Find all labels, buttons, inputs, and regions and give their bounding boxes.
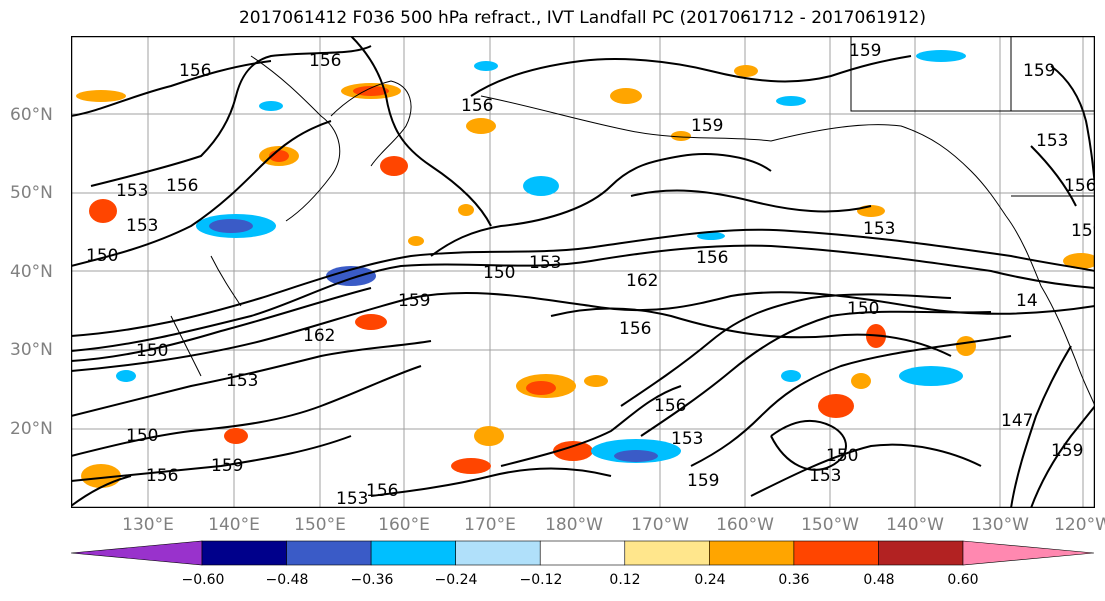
lon-label: 130°W [971,515,1029,535]
contour-label: 14 [1016,291,1038,311]
colorbar-segment [286,540,372,566]
contour-label: 156 [461,96,493,116]
lat-label: 30°N [10,340,53,360]
contours [71,36,1095,508]
colorbar-segment [201,540,287,566]
colorbar-tick: 0.24 [694,572,726,588]
contour-label: 153 [336,489,368,508]
contour-label: 150 [826,446,858,466]
coastlines [170,36,1095,407]
contour-label: 159 [211,456,243,476]
colorbar-segment [70,540,203,566]
contour-label: 153 [863,219,895,239]
colorbar-segment [624,540,710,566]
contour-label: 150 [126,426,158,446]
lon-label: 130°E [122,515,174,535]
contour-label: 159 [691,116,723,136]
colorbar-tick: 0.12 [609,572,641,588]
colorbar-segment [793,540,879,566]
contour-label: 150 [483,263,515,283]
lat-label: 40°N [10,262,53,282]
contour-label: 159 [849,41,881,61]
contour-label: 156 [619,319,651,339]
contour-label: 159 [687,471,719,491]
colorbar-tick: −0.36 [350,572,394,588]
contour-label: 156 [146,466,178,486]
lon-label: 170°W [631,515,689,535]
contour-label: 156 [654,396,686,416]
colorbar-segments [70,540,1095,566]
contour-label: 153 [529,253,561,273]
contour-label: 153 [1036,131,1068,151]
map-panel: 156 156 156 159 159 153 156 153 156 159 … [71,36,1095,508]
contour-label: 162 [626,271,658,291]
lat-label: 60°N [10,105,53,125]
map-frame [71,36,1095,508]
contour-label: 159 [1051,441,1083,461]
contour-labels: 156 156 156 159 159 153 156 153 156 159 … [86,41,1095,508]
filled-anomalies [76,50,1095,488]
colorbar-tick: 0.36 [778,572,810,588]
lon-label: 170°E [464,515,516,535]
lon-label: 160°E [378,515,430,535]
colorbar-segment [370,540,456,566]
lon-label: 150°E [294,515,346,535]
contour-label: 153 [226,371,258,391]
map-title: 2017061412 F036 500 hPa refract., IVT La… [238,8,926,28]
colorbar-tick: −0.12 [519,572,563,588]
lon-label: 140°E [208,515,260,535]
contour-label: 159 [1023,61,1055,81]
lon-label: 180°W [545,515,603,535]
contour-label: 147 [1001,411,1033,431]
lat-label: 20°N [10,419,53,439]
contour-label: 159 [1071,221,1095,241]
contour-label: 159 [398,291,430,311]
contour-label: 150 [136,341,168,361]
contour-label: 156 [696,248,728,268]
contour-label: 156 [179,61,211,81]
lon-label: 140°W [886,515,944,535]
colorbar-segment [455,540,541,566]
colorbar-tick: 0.48 [863,572,895,588]
colorbar-tick: 0.60 [947,572,979,588]
colorbar-segment [539,540,626,566]
colorbar-segment [878,540,964,566]
colorbar [70,540,1095,566]
contour-label: 156 [1064,176,1095,196]
contour-label: 162 [303,326,335,346]
contour-label: 156 [366,481,398,501]
contour-label: 156 [166,176,198,196]
contour-label: 156 [309,51,341,71]
contour-label: 150 [86,246,118,266]
lon-label: 160°W [716,515,774,535]
contour-label: 153 [126,216,158,236]
colorbar-segment [962,540,1095,566]
lon-label: 150°W [801,515,859,535]
colorbar-tick: −0.60 [181,572,225,588]
lon-label: 120°W [1054,515,1105,535]
contour-label: 153 [116,181,148,201]
lat-label: 50°N [10,183,53,203]
contour-label: 150 [847,299,879,319]
contour-label: 153 [809,466,841,486]
contour-label: 153 [671,429,703,449]
colorbar-tick: −0.24 [434,572,478,588]
colorbar-segment [709,540,795,566]
colorbar-tick: −0.48 [265,572,309,588]
